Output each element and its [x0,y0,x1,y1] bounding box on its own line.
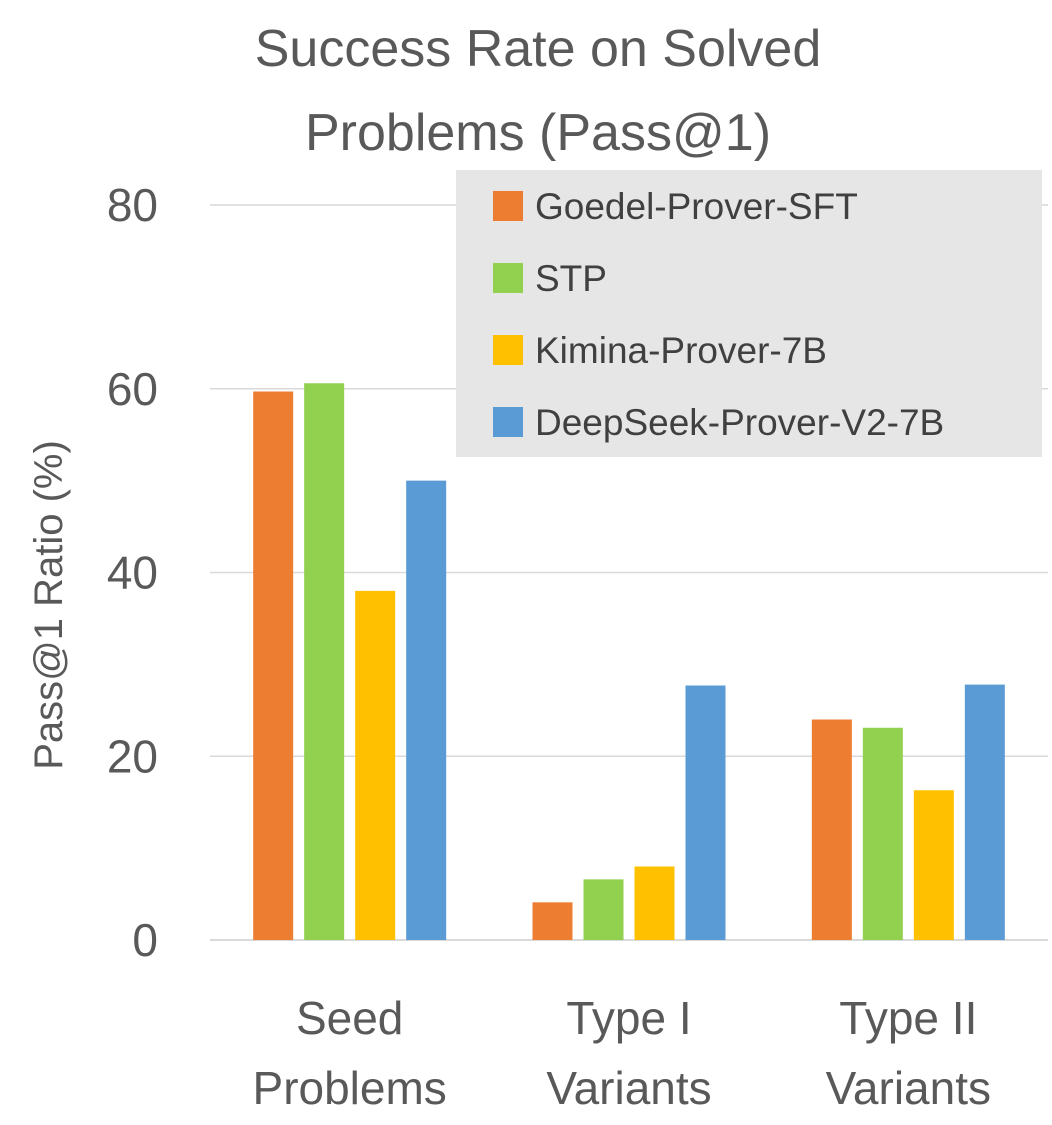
legend-label: Goedel-Prover-SFT [535,186,858,227]
x-tick-label: Variants [546,1062,711,1114]
bars [253,383,1005,941]
x-tick-label: Problems [253,1062,447,1114]
bar [355,590,396,940]
x-tick-label: Type I [566,992,691,1044]
y-tick-label: 80 [107,179,158,231]
chart-title: Success Rate on Solved Problems (Pass@1) [255,20,822,162]
bar [964,684,1005,940]
bar [811,719,852,940]
legend-swatch [493,191,523,221]
chart-title-line-1: Success Rate on Solved [255,20,822,78]
x-axis-ticks: Seed Problems Type I Variants Type II Variant… [253,992,991,1114]
bar [304,383,345,940]
x-tick-label: Seed [296,992,403,1044]
legend: Goedel-Prover-SFT STP Kimina-Prover-7B Deep… [456,170,1042,457]
y-tick-label: 0 [132,914,158,966]
bar [583,879,624,940]
bar [862,727,903,940]
legend-swatch [493,335,523,365]
y-axis-ticks: 0 20 40 60 80 [107,179,158,966]
y-tick-label: 40 [107,547,158,599]
x-tick-label: Variants [826,1062,991,1114]
y-tick-label: 60 [107,363,158,415]
legend-label: Kimina-Prover-7B [535,330,827,371]
bar [685,685,726,940]
bar [253,391,294,941]
y-axis-label: Pass@1 Ratio (%) [27,440,71,770]
chart-title-line-2: Problems (Pass@1) [305,104,771,162]
legend-label: STP [535,258,607,299]
x-tick-label: Type II [839,992,977,1044]
bar [532,902,573,940]
legend-swatch [493,263,523,293]
y-tick-label: 20 [107,730,158,782]
bar [406,480,447,940]
legend-label: DeepSeek-Prover-V2-7B [535,402,944,443]
bar [913,790,954,940]
bar [634,866,675,940]
legend-swatch [493,407,523,437]
legend-background [456,170,1042,457]
